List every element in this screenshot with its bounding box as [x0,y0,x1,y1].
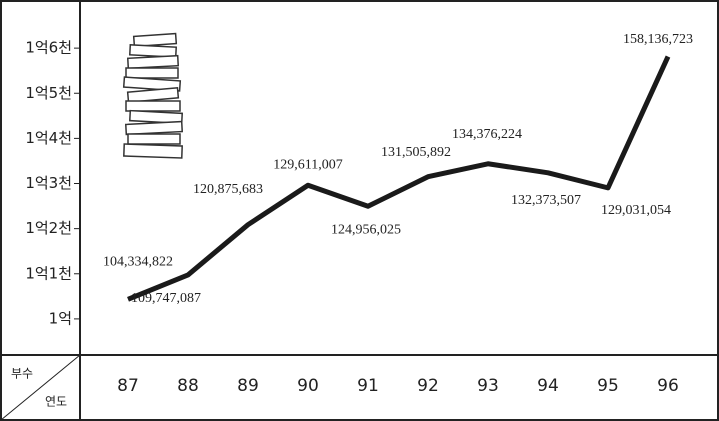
corner-top: 부수 [11,367,33,381]
value-label: 129,031,054 [601,203,671,218]
y-tick-label: 1억4천 [25,129,72,147]
x-tick-label: 90 [297,376,319,396]
corner-diagonal [0,354,81,421]
value-label: 129,611,007 [273,157,342,172]
x-tick-label: 87 [117,376,139,396]
x-tick-label: 92 [417,376,439,396]
value-label: 109,747,087 [131,291,201,306]
x-tick-label: 89 [237,376,259,396]
y-tick-label: 1억 [49,309,72,327]
value-label: 158,136,723 [623,32,693,47]
x-tick-label: 94 [537,376,559,396]
value-label: 124,956,025 [331,222,401,237]
x-tick-label: 95 [597,376,619,396]
value-label: 104,334,822 [103,255,173,270]
book-stack [122,32,184,159]
data-line [127,55,671,302]
value-label: 132,373,507 [511,193,581,208]
corner-bottom: 연도 [45,395,67,409]
y-tick-label: 1억1천 [25,264,72,282]
x-tick-label: 88 [177,376,199,396]
y-tick-label: 1억2천 [25,219,72,237]
value-label: 120,875,683 [193,182,263,197]
y-tick-label: 1억6천 [25,39,72,57]
x-tick-label: 91 [357,376,379,396]
y-tick-label: 1억3천 [25,174,72,192]
x-tick-label: 96 [657,376,679,396]
value-label: 131,505,892 [381,145,451,160]
x-tick-label: 93 [477,376,499,396]
value-label: 134,376,224 [452,127,522,142]
y-tick-label: 1억5천 [25,84,72,102]
